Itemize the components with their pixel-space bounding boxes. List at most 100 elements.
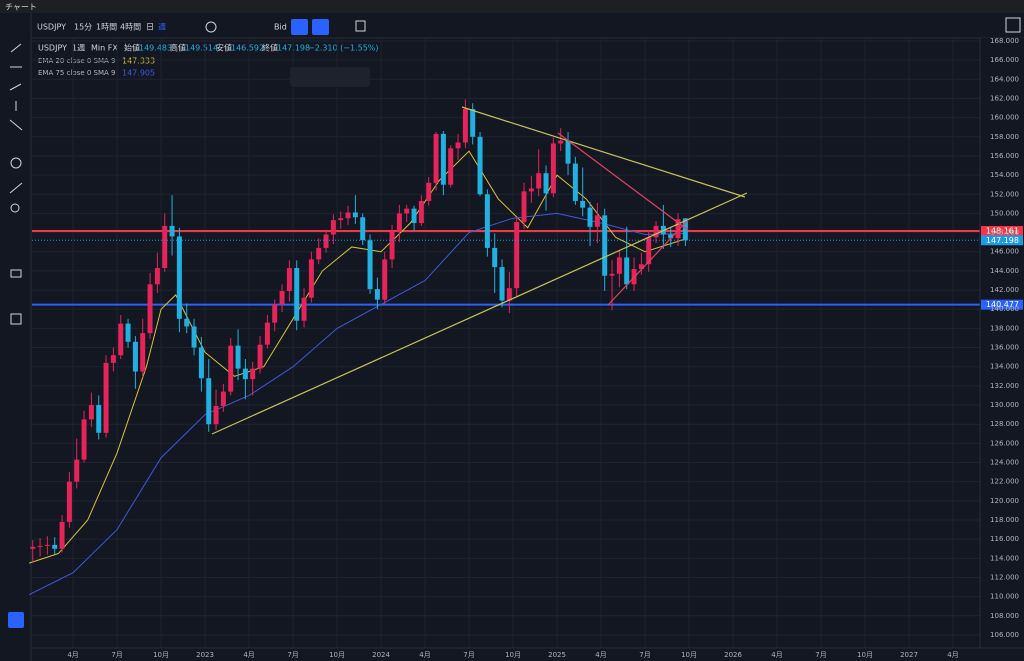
- y-tick-label: 134.000: [990, 363, 1019, 371]
- symbol-button[interactable]: USDJPY: [37, 23, 66, 32]
- y-tick-label: 130.000: [990, 401, 1019, 409]
- emoji-tool[interactable]: [10, 157, 22, 169]
- legend-label: 安値: [216, 43, 232, 53]
- y-tick-label: 144.000: [990, 267, 1019, 275]
- panel-icon[interactable]: [1005, 17, 1021, 33]
- candle-body: [338, 218, 344, 221]
- price-badge-label: 147.198: [986, 236, 1019, 245]
- legend-label: 終値: [262, 43, 278, 53]
- legend-change: −2.310 (−1.55%): [308, 44, 379, 53]
- candle-body: [228, 345, 234, 392]
- candle-body: [433, 133, 439, 183]
- y-tick-label: 158.000: [990, 133, 1019, 141]
- drawing-floating-toolbar[interactable]: [290, 67, 370, 87]
- interval-button-active[interactable]: 週: [158, 23, 166, 32]
- candle-body: [132, 341, 138, 372]
- candle-body: [103, 362, 109, 433]
- price-badge: [981, 226, 1023, 237]
- candle-body: [404, 208, 410, 214]
- x-tick-label: 10月: [505, 651, 521, 659]
- brush-tool[interactable]: [9, 83, 22, 91]
- y-tick-label: 124.000: [990, 459, 1019, 467]
- candle-body: [440, 133, 446, 185]
- candle-body: [653, 225, 659, 238]
- candle-body: [96, 405, 102, 433]
- y-tick-label: 132.000: [990, 382, 1019, 390]
- candle-body: [484, 194, 490, 248]
- candle-body: [521, 191, 527, 223]
- indicator-mode-icon[interactable]: [312, 19, 329, 35]
- x-tick-label: 2023: [196, 651, 214, 659]
- add-indicator-icon[interactable]: [205, 21, 217, 33]
- candle-body: [448, 148, 454, 185]
- ema-line: [28, 150, 686, 564]
- candle-body: [565, 140, 571, 164]
- candle-body: [184, 318, 190, 327]
- candle-body: [110, 355, 116, 363]
- y-tick-label: 142.000: [990, 286, 1019, 294]
- price-badge-label: 140.477: [986, 300, 1019, 309]
- pattern-tool[interactable]: [9, 119, 23, 131]
- candle-body: [140, 333, 146, 372]
- trendline-tool[interactable]: [10, 43, 22, 53]
- y-tick-label: 122.000: [990, 478, 1019, 486]
- candle-body: [389, 231, 395, 260]
- interval-button[interactable]: 日: [146, 23, 154, 32]
- candle-body: [88, 405, 94, 420]
- candle-body: [286, 268, 292, 292]
- x-tick-label: 7月: [287, 651, 298, 659]
- interval-button[interactable]: 1時間: [96, 23, 117, 32]
- price-axis: [980, 38, 1024, 648]
- candle-body: [279, 291, 285, 305]
- candle-body: [675, 219, 681, 239]
- legend-value: 146.592: [231, 44, 264, 53]
- candle-body: [587, 207, 593, 227]
- candle-body: [316, 247, 322, 260]
- candle-body: [330, 220, 336, 235]
- favorites-icon[interactable]: [8, 612, 24, 628]
- candle-body: [594, 215, 600, 227]
- ruler-tool[interactable]: [9, 182, 23, 194]
- y-tick-label: 156.000: [990, 152, 1019, 160]
- trash-tool[interactable]: [10, 313, 22, 325]
- y-tick-label: 154.000: [990, 171, 1019, 179]
- x-tick-label: 4月: [419, 651, 430, 659]
- candle-body: [220, 391, 226, 406]
- window-title: チャート: [5, 3, 37, 12]
- toolbar: [0, 13, 1024, 38]
- trendline: [211, 192, 748, 435]
- candle-body: [682, 218, 688, 241]
- plot: [28, 38, 980, 648]
- y-tick-label: 168.000: [990, 37, 1019, 45]
- candle-body: [345, 212, 351, 219]
- bid-button[interactable]: Bid: [274, 23, 287, 32]
- candle-body: [257, 344, 263, 369]
- y-tick-label: 150.000: [990, 209, 1019, 217]
- y-tick-label: 106.000: [990, 631, 1019, 639]
- candle-body: [154, 268, 160, 285]
- line-mode-icon[interactable]: [291, 19, 308, 35]
- y-tick-label: 126.000: [990, 439, 1019, 447]
- lock-tool[interactable]: [10, 269, 22, 278]
- x-tick-label: 2025: [548, 651, 566, 659]
- zoom-tool[interactable]: [10, 203, 20, 213]
- interval-button[interactable]: 15分: [74, 23, 92, 32]
- candle-body: [147, 284, 153, 334]
- candle-body: [396, 213, 402, 232]
- y-tick-label: 108.000: [990, 612, 1019, 620]
- layout-icon[interactable]: [355, 20, 366, 32]
- candle-body: [206, 378, 212, 425]
- legend-symbol: USDJPY: [38, 44, 67, 53]
- x-tick-label: 7月: [639, 651, 650, 659]
- y-tick-label: 162.000: [990, 94, 1019, 102]
- legend-value: 149.483: [139, 44, 172, 53]
- candle-body: [52, 544, 58, 549]
- candle-body: [646, 237, 652, 265]
- interval-button[interactable]: 4時間: [120, 23, 141, 32]
- x-tick-label: 10月: [857, 651, 873, 659]
- candle-body: [455, 142, 461, 149]
- candle-body: [235, 345, 241, 369]
- candle-body: [162, 225, 168, 269]
- candle-body: [250, 368, 256, 380]
- candle-body: [609, 273, 615, 276]
